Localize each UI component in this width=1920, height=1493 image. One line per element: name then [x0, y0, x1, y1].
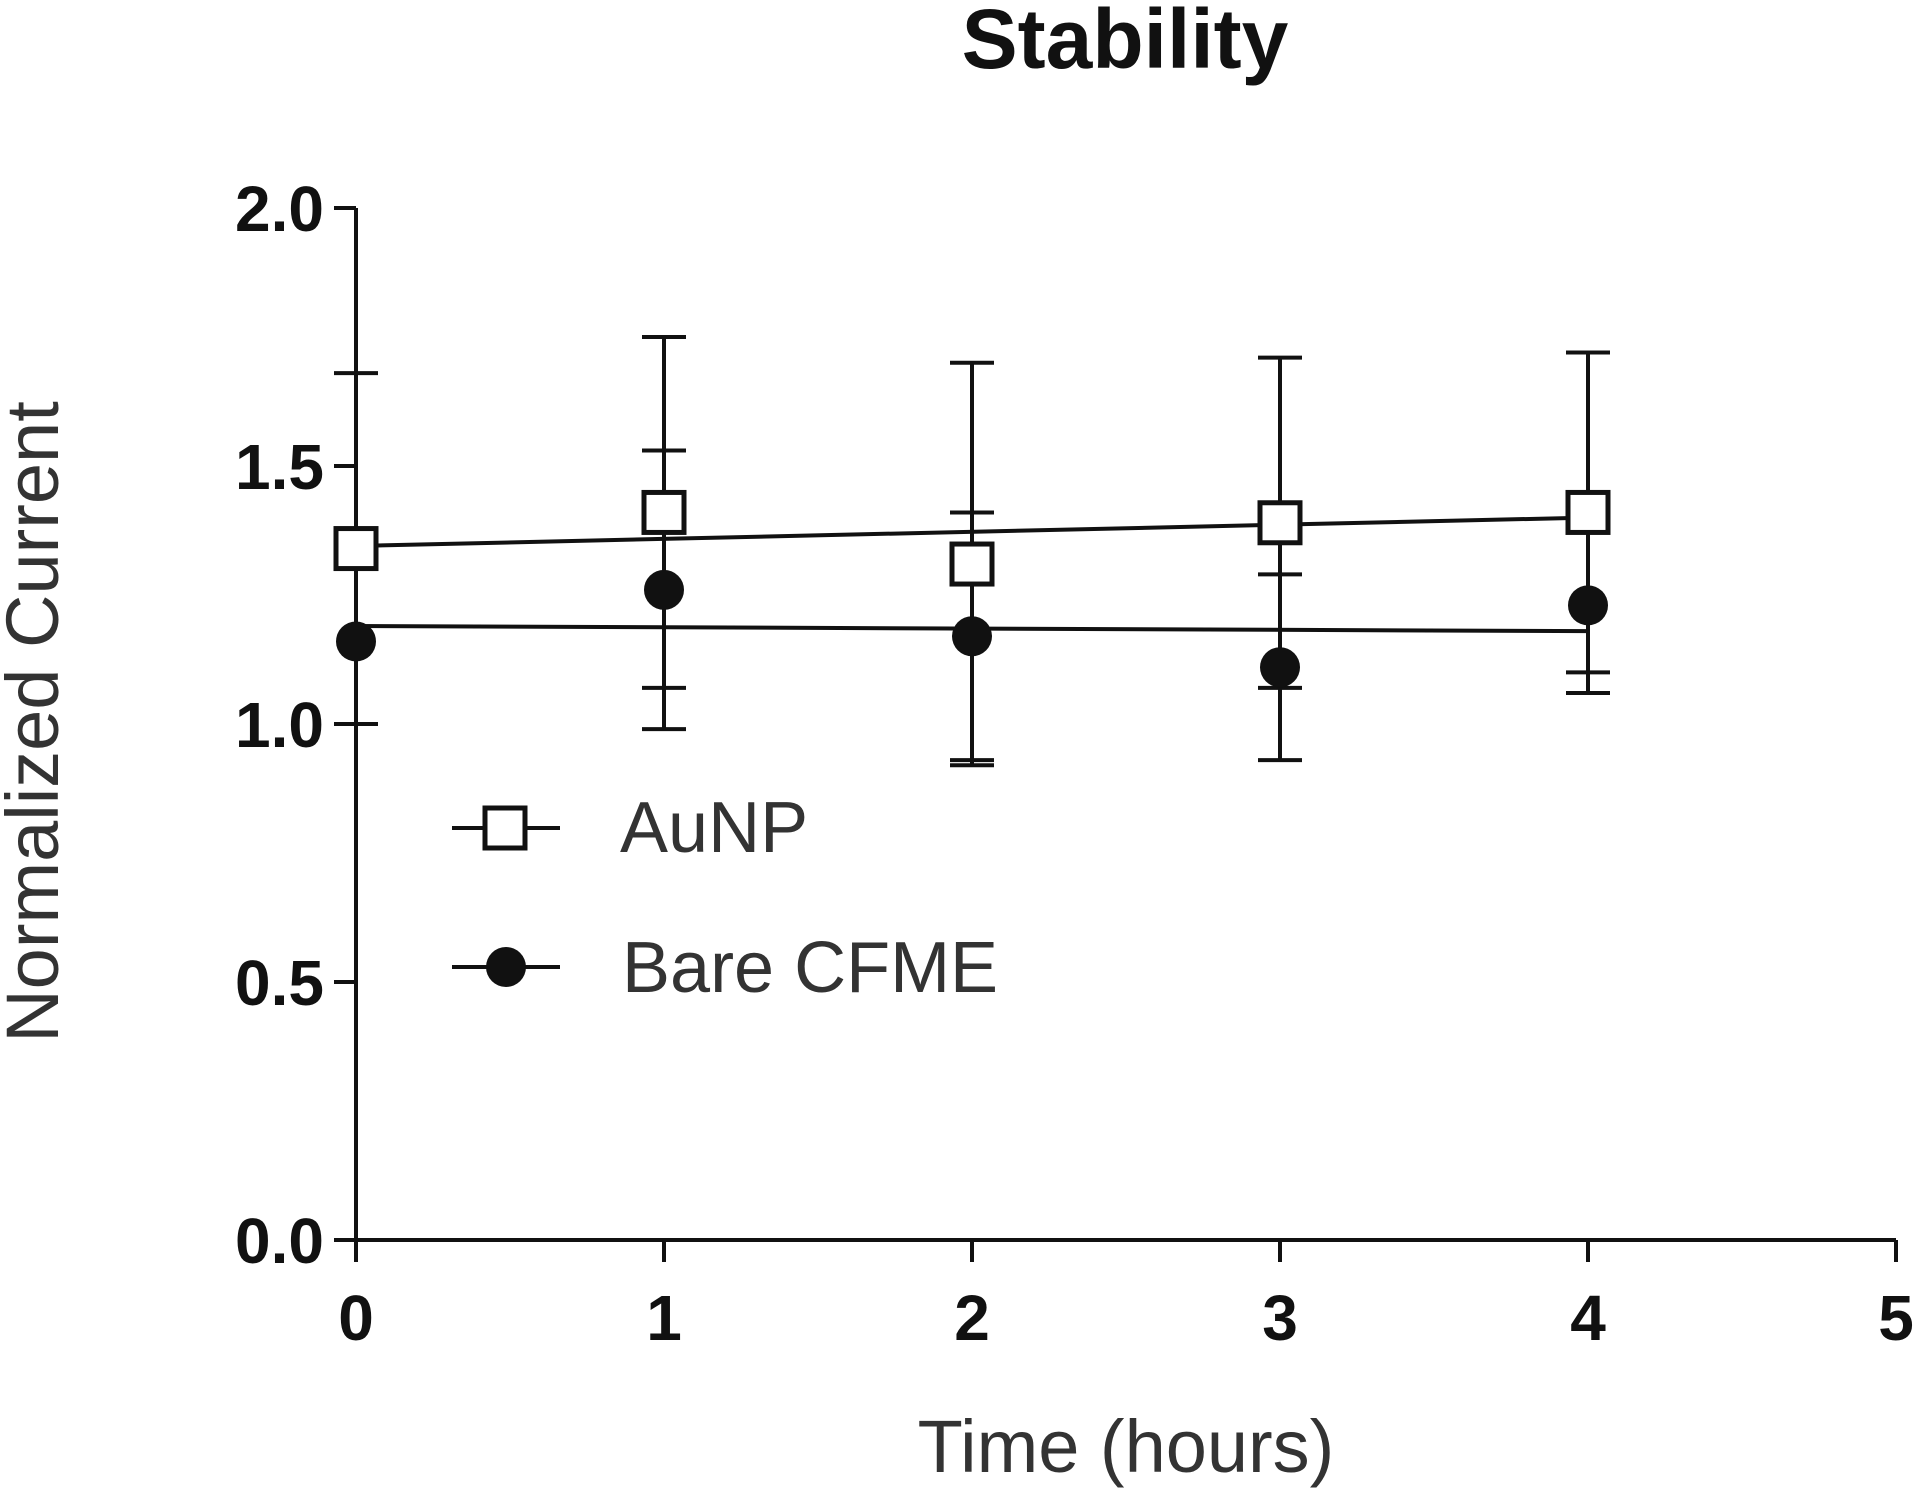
x-axis-label: Time (hours): [918, 1405, 1335, 1488]
x-tick-label: 4: [1570, 1282, 1606, 1354]
markers-bare-cfme: [336, 569, 1608, 688]
x-tick-label: 5: [1878, 1282, 1914, 1354]
data-point-bare-cfme: [952, 616, 992, 657]
y-axis-label: Normalized Current: [0, 401, 74, 1043]
x-tick-label: 1: [646, 1282, 682, 1354]
chart-title: Stability: [962, 0, 1289, 86]
legend-label-bare-cfme: Bare CFME: [622, 928, 998, 1008]
y-tick-label: 2.0: [235, 173, 324, 245]
x-axis-ticks: 0 1 2 3 4 5: [338, 1240, 1914, 1354]
data-point-bare-cfme: [644, 569, 684, 610]
legend: AuNP Bare CFME: [452, 788, 998, 1008]
x-tick-label: 2: [954, 1282, 990, 1354]
markers-aunp: [333, 489, 1611, 587]
series-layer: [333, 335, 1611, 768]
legend-label-aunp: AuNP: [620, 788, 808, 868]
data-point-bare-cfme: [1568, 585, 1608, 626]
data-point-aunp: [333, 526, 379, 572]
y-tick-label: 1.5: [235, 431, 324, 503]
y-axis-ticks: 0.0 0.5 1.0 1.5 2.0: [235, 173, 356, 1277]
x-tick-label: 3: [1262, 1282, 1298, 1354]
x-tick-label: 0: [338, 1282, 374, 1354]
data-point-aunp: [1565, 489, 1611, 535]
y-tick-label: 1.0: [235, 689, 324, 761]
data-point-aunp: [641, 489, 687, 535]
data-point-aunp: [1257, 500, 1303, 546]
legend-marker-bare-cfme: [486, 947, 526, 987]
data-point-bare-cfme: [1260, 647, 1300, 688]
y-tick-label: 0.5: [235, 947, 324, 1019]
y-tick-label: 0.0: [235, 1205, 324, 1277]
legend-marker-aunp: [482, 805, 528, 851]
data-point-bare-cfme: [336, 621, 376, 662]
data-point-aunp: [949, 541, 995, 587]
legend-item-aunp: AuNP: [452, 788, 808, 868]
legend-item-bare-cfme: Bare CFME: [452, 928, 998, 1008]
